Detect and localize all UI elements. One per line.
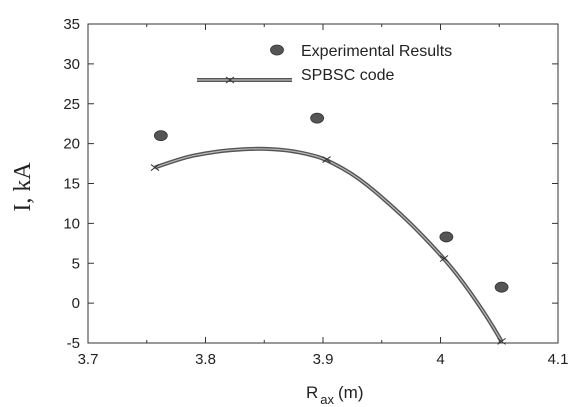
y-tick-label: 25: [63, 96, 80, 113]
x-tick-label: 3.7: [78, 351, 99, 368]
y-tick-label: -5: [67, 335, 80, 352]
spbsc-code-point: [322, 156, 331, 163]
y-tick-label: 5: [72, 255, 80, 272]
experimental-point: [494, 281, 509, 293]
x-tick-label: 4.1: [548, 351, 569, 368]
legend-x-marker: [225, 76, 235, 84]
x-marker-stroke: [150, 164, 160, 171]
experimental-point: [310, 112, 325, 124]
y-axis-label: I, kA: [10, 162, 36, 212]
y-tick-label: 0: [72, 295, 80, 312]
spbsc-code-point: [497, 338, 506, 345]
y-tick-label: 30: [63, 56, 80, 73]
x-axis-label-unit: (m): [338, 383, 363, 402]
experimental-point: [153, 130, 168, 142]
legend-marker-experimental: [270, 44, 284, 56]
y-tick-label: 15: [63, 176, 80, 193]
x-marker-stroke: [497, 338, 506, 345]
x-marker-stroke: [322, 156, 331, 163]
y-tick-label: 35: [63, 16, 80, 33]
spbsc-code-curve-highlight: [154, 148, 503, 342]
spbsc-code-point: [150, 164, 160, 171]
x-tick-label: 3.9: [313, 351, 334, 368]
y-tick-label: 10: [63, 215, 80, 232]
x-tick-label: 3.8: [195, 351, 216, 368]
experimental-point: [439, 231, 454, 243]
x-axis-label-main: R: [306, 383, 318, 402]
x-tick-label: 4: [436, 351, 444, 368]
x-marker-stroke: [439, 255, 449, 262]
y-tick-label: 20: [63, 136, 80, 153]
legend-label-experimental: Experimental Results: [301, 43, 452, 60]
spbsc-code-curve: [154, 146, 504, 343]
legend-label-spbsc: SPBSC code: [301, 67, 394, 84]
spbsc-code-point: [439, 255, 449, 262]
x-axis-label-subscript: ax: [320, 392, 334, 407]
